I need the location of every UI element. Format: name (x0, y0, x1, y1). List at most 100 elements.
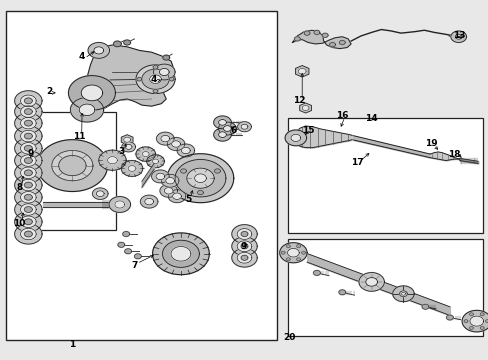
Polygon shape (218, 132, 226, 138)
Polygon shape (15, 212, 42, 232)
Polygon shape (99, 150, 126, 170)
Polygon shape (485, 320, 488, 323)
Polygon shape (329, 42, 335, 47)
Polygon shape (164, 188, 173, 194)
Polygon shape (20, 204, 36, 215)
Text: 11: 11 (73, 132, 85, 140)
Text: 6: 6 (230, 126, 236, 135)
Polygon shape (181, 147, 190, 154)
Polygon shape (96, 191, 104, 197)
Polygon shape (123, 137, 130, 142)
Polygon shape (37, 140, 107, 192)
Polygon shape (285, 130, 306, 146)
Polygon shape (122, 142, 135, 152)
Polygon shape (122, 231, 129, 237)
Polygon shape (298, 68, 305, 74)
Polygon shape (24, 158, 32, 163)
Polygon shape (399, 291, 407, 297)
Polygon shape (159, 68, 169, 76)
Polygon shape (121, 135, 133, 145)
Polygon shape (20, 228, 36, 240)
Polygon shape (15, 126, 42, 146)
Polygon shape (171, 247, 190, 261)
Text: 12: 12 (293, 95, 305, 104)
Polygon shape (52, 150, 93, 181)
Polygon shape (68, 76, 115, 110)
Polygon shape (292, 30, 350, 49)
Polygon shape (172, 193, 181, 199)
Text: 3: 3 (118, 147, 124, 156)
Polygon shape (213, 128, 231, 141)
Polygon shape (24, 170, 32, 176)
Polygon shape (153, 89, 158, 93)
Polygon shape (241, 231, 247, 237)
Polygon shape (109, 197, 130, 212)
Polygon shape (338, 290, 345, 295)
Polygon shape (468, 313, 472, 316)
Text: 17: 17 (350, 158, 363, 167)
Polygon shape (167, 154, 233, 203)
Polygon shape (15, 187, 42, 207)
Polygon shape (401, 292, 405, 295)
Text: 2: 2 (46, 87, 52, 96)
Polygon shape (241, 244, 247, 249)
Polygon shape (313, 30, 319, 35)
Polygon shape (24, 98, 32, 104)
Text: 13: 13 (452, 31, 465, 40)
Polygon shape (156, 173, 164, 180)
Polygon shape (186, 168, 214, 188)
Text: 8: 8 (17, 183, 22, 192)
Polygon shape (107, 157, 117, 164)
Polygon shape (197, 190, 203, 195)
Polygon shape (15, 150, 42, 171)
Polygon shape (59, 156, 86, 176)
Polygon shape (125, 144, 132, 149)
Polygon shape (24, 182, 32, 188)
Polygon shape (137, 77, 142, 81)
Text: 7: 7 (131, 261, 138, 270)
Text: 15: 15 (301, 126, 314, 135)
Polygon shape (161, 135, 169, 142)
Polygon shape (194, 174, 206, 183)
Text: 9: 9 (27, 149, 34, 158)
Polygon shape (15, 113, 42, 133)
Text: 9: 9 (240, 242, 246, 251)
Polygon shape (142, 152, 149, 157)
Polygon shape (136, 147, 155, 161)
Text: 19: 19 (424, 139, 437, 148)
Polygon shape (15, 175, 42, 195)
Polygon shape (241, 255, 247, 260)
Polygon shape (223, 126, 231, 131)
Text: 16: 16 (335, 111, 348, 120)
Polygon shape (70, 98, 103, 122)
Polygon shape (24, 219, 32, 225)
Polygon shape (479, 327, 483, 329)
Polygon shape (218, 122, 236, 135)
Polygon shape (237, 122, 251, 132)
Polygon shape (151, 170, 169, 183)
Polygon shape (142, 69, 169, 89)
Polygon shape (20, 167, 36, 179)
Bar (287, 118, 482, 233)
Polygon shape (24, 145, 32, 151)
Polygon shape (450, 31, 466, 42)
Polygon shape (20, 117, 36, 129)
Polygon shape (365, 278, 377, 286)
Polygon shape (79, 104, 95, 116)
Polygon shape (20, 179, 36, 191)
Polygon shape (15, 224, 42, 244)
Polygon shape (15, 102, 42, 122)
Polygon shape (231, 237, 257, 256)
Polygon shape (115, 201, 124, 208)
Polygon shape (296, 245, 300, 248)
Polygon shape (177, 144, 194, 157)
Polygon shape (279, 243, 306, 263)
Polygon shape (358, 273, 384, 291)
Polygon shape (214, 169, 220, 173)
Polygon shape (296, 258, 300, 261)
Polygon shape (81, 85, 102, 101)
Polygon shape (24, 133, 32, 139)
Bar (35, 112, 116, 230)
Polygon shape (15, 91, 42, 111)
Polygon shape (20, 95, 36, 107)
